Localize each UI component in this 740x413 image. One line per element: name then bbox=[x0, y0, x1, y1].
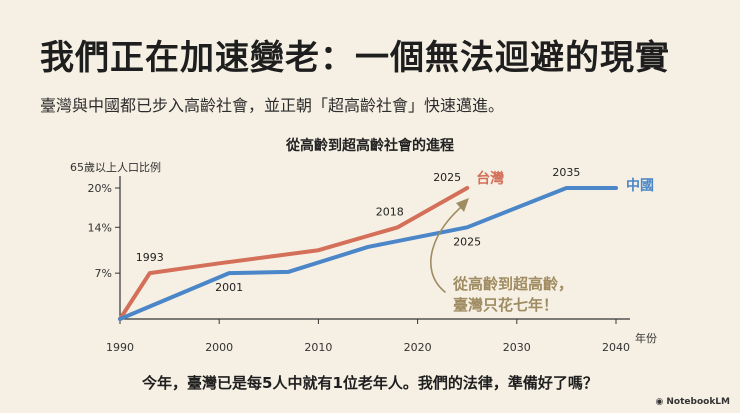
x-tick-label-2000: 2000 bbox=[205, 341, 233, 354]
annotation-line-2: 臺灣只花七年！ bbox=[453, 296, 558, 314]
x-tick-label-1990: 1990 bbox=[106, 341, 134, 354]
data-label-china-2035: 2035 bbox=[552, 166, 580, 179]
annotation-line-1: 從高齡到超高齡， bbox=[452, 275, 573, 293]
annotation-arrow bbox=[430, 202, 467, 293]
notebooklm-icon: ◉ bbox=[655, 397, 664, 407]
x-tick-label-2030: 2030 bbox=[503, 341, 531, 354]
footer-question: 今年，臺灣已是每5人中就有1位老年人。我們的法律，準備好了嗎？ bbox=[142, 374, 598, 392]
x-tick-label-2020: 2020 bbox=[404, 341, 432, 354]
x-axis-label: 年份 bbox=[635, 331, 657, 345]
legend-label-china: 中國 bbox=[626, 177, 654, 194]
data-label-china-2001: 2001 bbox=[215, 281, 243, 294]
data-label-china-2025: 2025 bbox=[453, 235, 481, 248]
data-label-taiwan-2018: 2018 bbox=[376, 205, 404, 218]
chart-title: 從高齡到超高齡社會的進程 bbox=[285, 137, 454, 154]
x-tick-label-2010: 2010 bbox=[304, 341, 332, 354]
annotation-arrowhead bbox=[456, 198, 469, 212]
x-tick-label-2040: 2040 bbox=[602, 341, 630, 354]
y-tick-label-20: 20% bbox=[88, 182, 112, 195]
data-label-taiwan-1993: 1993 bbox=[136, 251, 164, 264]
notebooklm-brand: ◉ NotebookLM bbox=[656, 397, 730, 407]
y-tick-label-14: 14% bbox=[88, 221, 112, 234]
page-subtitle: 臺灣與中國都已步入高齡社會，並正朝「超高齡社會」快速邁進。 bbox=[40, 96, 505, 115]
data-label-taiwan-2025: 2025 bbox=[433, 171, 461, 184]
brand-label: NotebookLM bbox=[666, 397, 730, 407]
series-line-china bbox=[118, 186, 618, 321]
chart-annotation: 從高齡到超高齡， 臺灣只花七年！ bbox=[452, 275, 573, 314]
series-line-taiwan bbox=[118, 186, 470, 321]
legend-label-taiwan: 台灣 bbox=[476, 170, 504, 187]
page-title: 我們正在加速變老：一個無法迴避的現實 bbox=[40, 38, 670, 78]
y-tick-label-7: 7% bbox=[95, 267, 112, 280]
y-axis-label: 65歲以上人口比例 bbox=[70, 160, 161, 174]
